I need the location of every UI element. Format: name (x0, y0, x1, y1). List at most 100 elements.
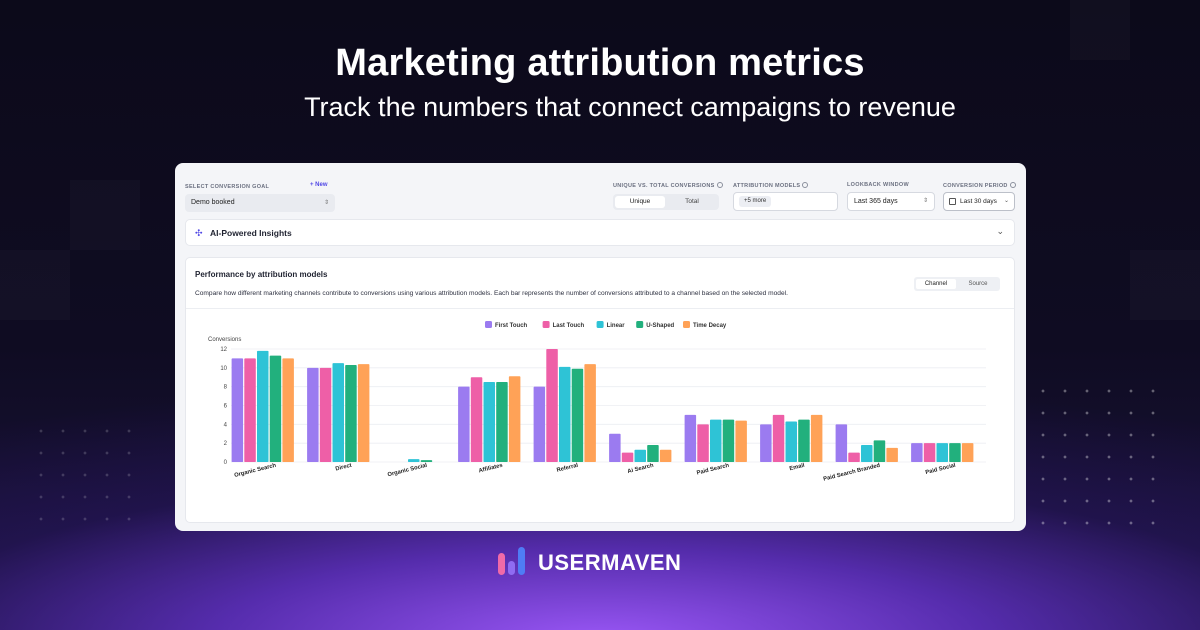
lookback-value: Last 365 days (854, 198, 898, 205)
legend-swatch (485, 321, 492, 328)
bar (684, 414, 697, 462)
bar (710, 419, 722, 462)
bar (647, 445, 659, 462)
x-tick-label: Paid Search Branded (823, 463, 881, 483)
bar (659, 449, 672, 462)
bg-tile (70, 180, 140, 250)
bar (835, 424, 848, 462)
bar (735, 420, 747, 462)
bg-dots (30, 420, 140, 530)
bg-dots (1010, 380, 1170, 540)
period-select[interactable]: Last 30 days ⌄ (943, 192, 1015, 211)
attribution-models-select[interactable]: +5 more (733, 192, 838, 211)
x-tick-label: Paid Search (696, 463, 730, 477)
lookback-select[interactable]: Last 365 days ⇕ (847, 192, 935, 211)
bar (621, 452, 634, 462)
dashboard-card: SELECT CONVERSION GOAL + New Demo booked… (175, 163, 1026, 531)
bar (231, 358, 244, 462)
x-tick-label: Ai Search (627, 463, 655, 475)
attribution-models-label: ATTRIBUTION MODELS (733, 182, 809, 189)
hero-subtitle: Track the numbers that connect campaigns… (304, 92, 956, 122)
bar (496, 381, 508, 462)
logo-bar (498, 553, 505, 575)
more-models-chip[interactable]: +5 more (739, 196, 772, 207)
y-tick-label: 12 (220, 347, 227, 353)
new-goal-button[interactable]: + New (310, 182, 328, 188)
chevron-down-icon[interactable]: ⌄ (996, 226, 1004, 236)
y-tick-label: 10 (220, 366, 227, 372)
bar (533, 386, 546, 462)
bar (949, 443, 961, 462)
unique-total-toggle: Unique Total (613, 194, 719, 210)
unique-option[interactable]: Unique (615, 196, 665, 208)
legend-swatch (596, 321, 604, 328)
legend-label: Linear (607, 323, 626, 329)
bar (470, 377, 483, 462)
chevron-down-icon: ⌄ (1003, 198, 1009, 204)
y-tick-label: 4 (224, 422, 228, 428)
legend-label: Time Decay (693, 323, 727, 329)
bar (697, 424, 709, 462)
divider (186, 308, 1014, 309)
sparkles-icon: ✣ (195, 228, 203, 238)
bar (332, 363, 344, 462)
channel-source-toggle: Channel Source (914, 277, 1000, 291)
legend-swatch (542, 321, 550, 328)
ai-insights-bar[interactable]: ✣ AI-Powered Insights ⌄ (185, 219, 1015, 246)
lookback-label: LOOKBACK WINDOW (847, 182, 909, 188)
bar (307, 367, 319, 462)
x-tick-label: Referral (556, 463, 579, 474)
y-tick-label: 6 (224, 404, 228, 410)
bar (848, 452, 860, 462)
bar (257, 350, 269, 462)
bar (911, 443, 923, 462)
panel-description: Compare how different marketing channels… (195, 290, 788, 297)
attribution-panel: Performance by attribution models Compar… (185, 257, 1015, 523)
bar (772, 414, 785, 462)
bar (282, 358, 294, 462)
x-tick-label: Direct (335, 463, 352, 473)
legend-label: First Touch (495, 323, 528, 329)
bar (722, 419, 735, 462)
legend-label: U-Shaped (646, 323, 674, 329)
legend-label: Last Touch (553, 323, 585, 329)
bar (961, 443, 974, 462)
chevron-updown-icon: ⇕ (922, 198, 928, 204)
logo-bar (508, 561, 515, 575)
conversion-goal-select[interactable]: Demo booked ⇕ (185, 194, 335, 212)
x-tick-label: Email (789, 463, 806, 473)
bar (483, 381, 495, 462)
bar (584, 364, 596, 462)
info-icon (802, 182, 809, 188)
conversion-goal-label: SELECT CONVERSION GOAL (185, 184, 270, 190)
bar (936, 443, 948, 462)
channel-tab[interactable]: Channel (916, 279, 956, 289)
bar (760, 424, 772, 462)
bar (269, 355, 282, 462)
bar (798, 419, 810, 462)
bar (923, 443, 936, 462)
bar (571, 368, 584, 462)
bar (873, 440, 886, 462)
x-tick-label: Organic Search (234, 463, 277, 479)
source-tab[interactable]: Source (968, 281, 988, 287)
total-option[interactable]: Total (685, 198, 699, 205)
calendar-icon (949, 198, 956, 205)
conversion-goal-value: Demo booked (191, 199, 235, 206)
bar (244, 358, 256, 462)
info-icon (716, 182, 723, 188)
y-tick-label: 8 (224, 385, 228, 391)
x-tick-label: Paid Social (925, 463, 957, 476)
unique-total-label: UNIQUE VS. TOTAL CONVERSIONS (613, 182, 723, 189)
panel-title: Performance by attribution models (195, 270, 328, 279)
bar (634, 449, 646, 462)
usermaven-logo-icon (498, 547, 528, 575)
bar (609, 433, 621, 462)
x-tick-label: Organic Social (387, 463, 428, 479)
period-value: Last 30 days (960, 198, 997, 205)
bar (861, 445, 873, 462)
chevron-updown-icon: ⇕ (323, 200, 329, 206)
y-tick-label: 0 (224, 460, 228, 466)
info-icon (1009, 182, 1016, 188)
y-tick-label: 2 (224, 441, 228, 447)
